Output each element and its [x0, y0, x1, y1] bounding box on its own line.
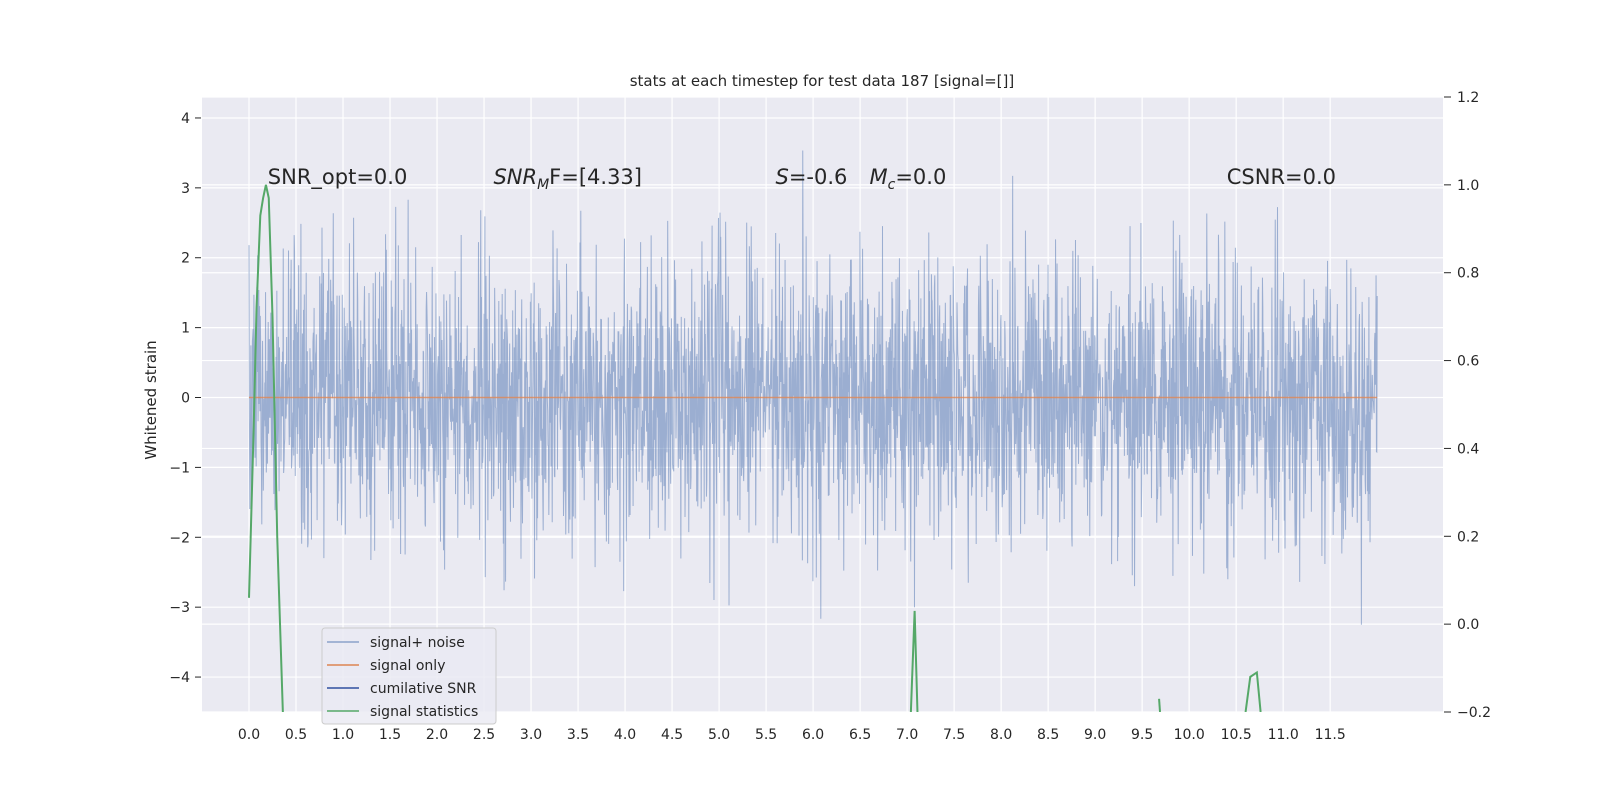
x-tick-label: 4.0: [614, 727, 636, 743]
x-tick-label: 10.0: [1174, 727, 1205, 743]
series-signal-noise: [248, 150, 1378, 625]
y-tick-label: 1: [181, 321, 190, 337]
y-right-tick-label: 0.6: [1457, 354, 1479, 370]
legend-box: [321, 627, 497, 725]
legend-label: signal only: [370, 658, 445, 674]
y-right-tick-label: 0.8: [1457, 266, 1479, 282]
x-tick-label: 6.0: [802, 727, 824, 743]
y-right-tick-label: −0.2: [1457, 705, 1491, 721]
legend-label: cumilative SNR: [370, 681, 477, 697]
signal-statistics-line: [909, 610, 919, 712]
legend: signal+ noise signal only cumilative SNR si…: [321, 627, 497, 725]
y-right-tick-label: 0.4: [1457, 441, 1479, 457]
annotation-snr_opt: SNR_opt=0.0: [268, 165, 408, 190]
signal-statistics-line: [1158, 698, 1162, 712]
annotation-text-rest: F=[4.33]: [549, 165, 642, 189]
x-tick-label: 10.5: [1221, 727, 1252, 743]
signal-statistics-line: [1244, 670, 1262, 712]
annotation-text: CSNR=0.0: [1227, 165, 1336, 189]
annotation-text-rest: =-0.6: [789, 165, 848, 189]
x-tick-label: 2.5: [473, 727, 495, 743]
x-tick-label: 8.5: [1037, 727, 1059, 743]
annotation-text: SNR_opt=0.0: [268, 165, 408, 190]
y-tick-label: 4: [181, 111, 190, 127]
y-axis-label: Whitened strain: [142, 340, 160, 459]
y-right-tick-label: 0.0: [1457, 617, 1479, 633]
x-tick-label: 7.0: [896, 727, 918, 743]
annotation-text: M: [870, 165, 888, 189]
annotation-text: SNR: [493, 165, 537, 189]
annotation-subscript: c: [888, 177, 896, 193]
x-tick-label: 1.5: [379, 727, 401, 743]
y-tick-label: −3: [169, 600, 190, 616]
annotations: SNR_opt=0.0 SNRMF=[4.33] S=-0.6 Mc=0.0 CSNR=…: [268, 165, 1336, 193]
x-tick-label: 7.5: [943, 727, 965, 743]
y-tick-label: 3: [181, 181, 190, 197]
axes: 0.0 0.5 1.0 1.5 2.0 2.5 3.0 3.5 4.0 4.5 5.0 5.5 6.0 6…: [169, 90, 1491, 743]
chart-title: stats at each timestep for test data 187…: [630, 72, 1015, 90]
legend-label: signal statistics: [370, 704, 478, 720]
y-tick-label: 0: [181, 391, 190, 407]
x-tick-label: 0.0: [238, 727, 260, 743]
x-tick-label: 3.0: [520, 727, 542, 743]
x-tick-label: 9.5: [1131, 727, 1153, 743]
annotation-mc: Mc=0.0: [870, 165, 947, 193]
x-tick-label: 4.5: [661, 727, 683, 743]
y-tick-label: −4: [169, 670, 190, 686]
x-tick-label: 2.0: [426, 727, 448, 743]
x-tick-label: 0.5: [285, 727, 307, 743]
annotation-subscript: M: [537, 177, 549, 193]
series-lines: [248, 184, 1378, 712]
x-tick-label: 8.0: [990, 727, 1012, 743]
x-tick-label: 5.5: [755, 727, 777, 743]
x-tick-label: 11.5: [1315, 727, 1346, 743]
x-tick-label: 1.0: [332, 727, 354, 743]
annotation-s: S=-0.6: [775, 165, 847, 189]
annotation-snr_mf: SNRMF=[4.33]: [493, 165, 642, 193]
x-tick-label: 5.0: [708, 727, 730, 743]
x-tick-label: 11.0: [1268, 727, 1299, 743]
y-right-tick-label: 1.2: [1457, 90, 1479, 106]
y-right-tick-label: 0.2: [1457, 529, 1479, 545]
legend-label: signal+ noise: [370, 635, 465, 651]
signal-statistics-line: [248, 184, 284, 712]
y-tick-label: −2: [169, 530, 190, 546]
annotation-text-rest: =0.0: [895, 165, 946, 189]
annotation-csnr: CSNR=0.0: [1227, 165, 1336, 189]
annotation-text: S: [775, 165, 788, 189]
y-right-tick-label: 1.0: [1457, 178, 1479, 194]
x-tick-label: 6.5: [849, 727, 871, 743]
x-tick-label: 9.0: [1084, 727, 1106, 743]
y-tick-label: 2: [181, 251, 190, 267]
y-tick-label: −1: [169, 460, 190, 476]
signal-noise-line: [248, 150, 1378, 625]
x-tick-label: 3.5: [567, 727, 589, 743]
